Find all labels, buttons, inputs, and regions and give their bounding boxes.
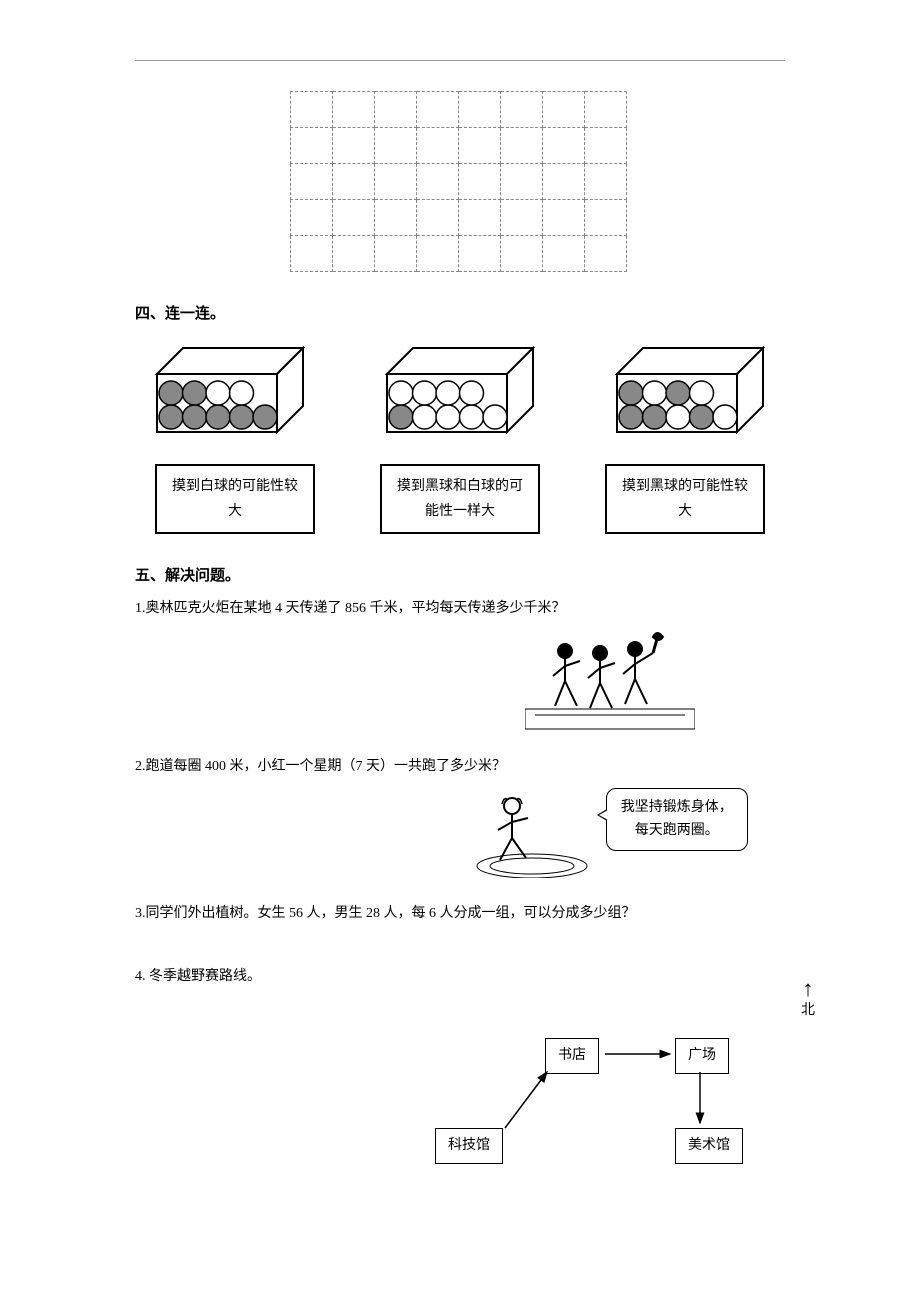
q1-illustration bbox=[435, 631, 785, 731]
q3-text: 3.同学们外出植树。女生 56 人，男生 28 人，每 6 人分成一组，可以分成… bbox=[135, 903, 785, 925]
node-label: 美术馆 bbox=[688, 1138, 730, 1153]
label-white-likely: 摸到白球的可能性较大 bbox=[155, 464, 315, 534]
grid-table bbox=[290, 91, 627, 272]
node-label: 书店 bbox=[558, 1048, 586, 1063]
compass-label: 北 bbox=[801, 1000, 815, 1022]
q4-text: 4. 冬季越野赛路线。 bbox=[135, 966, 785, 988]
label-equal: 摸到黑球和白球的可能性一样大 bbox=[380, 464, 540, 534]
map-bookstore: 书店 bbox=[545, 1038, 599, 1074]
running-girl-icon bbox=[472, 788, 592, 878]
q2-illustration: 我坚持锻炼身体， 每天跑两圈。 bbox=[435, 788, 785, 878]
compass: ↑ 北 bbox=[801, 978, 815, 1022]
route-map: ↑ 北 书店 广场 科技馆 美术馆 bbox=[135, 1008, 785, 1158]
probability-labels-row: 摸到白球的可能性较大 摸到黑球和白球的可能性一样大 摸到黑球的可能性较大 bbox=[155, 464, 765, 534]
section-4-title: 四、连一连。 bbox=[135, 302, 785, 326]
speech-line1: 我坚持锻炼身体， bbox=[621, 800, 733, 815]
label-text: 摸到白球的可能性较大 bbox=[172, 479, 298, 519]
box-half bbox=[615, 346, 765, 434]
speech-line2: 每天跑两圈。 bbox=[635, 823, 719, 838]
q1-text: 1.奥林匹克火炬在某地 4 天传递了 856 千米，平均每天传递多少千米？ bbox=[135, 598, 785, 620]
ball-boxes-row bbox=[155, 346, 765, 434]
q2-text: 2.跑道每圈 400 米，小红一个星期（7 天）一共跑了多少米？ bbox=[135, 756, 785, 778]
map-plaza: 广场 bbox=[675, 1038, 729, 1074]
label-text: 摸到黑球和白球的可能性一样大 bbox=[397, 479, 523, 519]
torch-runners-icon bbox=[525, 631, 695, 731]
label-black-likely: 摸到黑球的可能性较大 bbox=[605, 464, 765, 534]
map-tech: 科技馆 bbox=[435, 1128, 503, 1164]
box-mostly-light bbox=[385, 346, 535, 434]
compass-arrow-icon: ↑ bbox=[801, 978, 815, 1000]
section-5-title: 五、解决问题。 bbox=[135, 564, 785, 588]
node-label: 科技馆 bbox=[448, 1138, 490, 1153]
speech-bubble: 我坚持锻炼身体， 每天跑两圈。 bbox=[606, 788, 748, 851]
map-art: 美术馆 bbox=[675, 1128, 743, 1164]
node-label: 广场 bbox=[688, 1048, 716, 1063]
page-header-rule bbox=[135, 60, 785, 61]
dashed-grid bbox=[290, 91, 630, 272]
box-mostly-dark bbox=[155, 346, 305, 434]
label-text: 摸到黑球的可能性较大 bbox=[622, 479, 748, 519]
